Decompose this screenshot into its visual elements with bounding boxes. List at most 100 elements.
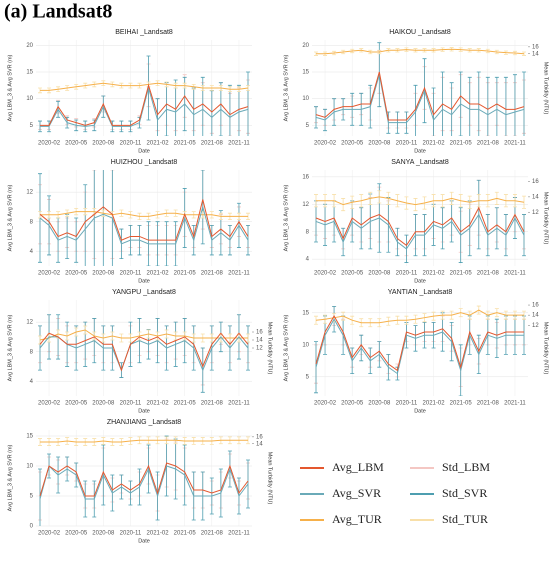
series-line: [315, 314, 524, 372]
plot-area: [38, 435, 250, 526]
y-axis-label: Avg LBM_3 & Avg SVR (m): [283, 54, 289, 121]
x-tick-label: 2020-05: [65, 141, 88, 147]
x-tick-label: 2020-05: [341, 141, 364, 147]
plot-area: [38, 55, 250, 136]
series-line: [315, 213, 525, 250]
x-axis-label: Date: [414, 278, 426, 284]
series-line: [315, 206, 525, 247]
series-line: [39, 199, 249, 241]
series-line: [315, 71, 525, 121]
y-tick-label: 12: [302, 202, 309, 208]
y-tick-label: 4: [30, 379, 34, 385]
x-tick-label: 2020-11: [120, 271, 142, 277]
y2-tick-label: 14: [256, 338, 263, 344]
x-axis-label: Date: [414, 408, 426, 414]
x-tick-label: 2021-05: [450, 271, 473, 277]
x-tick-label: 2020-11: [396, 141, 418, 147]
y-tick-label: 15: [26, 434, 33, 440]
x-tick-label: 2020-02: [38, 401, 61, 407]
y2-axis-label: Mean Turbidity (NTU): [543, 322, 549, 375]
legend-label: Std_LBM: [442, 460, 490, 474]
panel-title: BEIHAI _Landsat8: [115, 29, 173, 36]
legend-label: Avg_TUR: [332, 512, 382, 526]
y-tick-label: 5: [306, 374, 310, 380]
x-tick-label: 2021-08: [201, 531, 224, 537]
series-line: [39, 462, 249, 497]
series-line: [40, 86, 249, 127]
y-tick-label: 8: [306, 229, 310, 235]
x-tick-label: 2020-08: [92, 271, 115, 277]
y2-tick-label: 14: [532, 313, 539, 319]
x-tick-label: 2021-02: [147, 401, 170, 407]
series-line: [40, 82, 249, 91]
y2-tick-label: 12: [532, 210, 539, 216]
x-tick-label: 2021-02: [147, 531, 170, 537]
y-tick-label: 4: [306, 257, 310, 263]
plot-area: [38, 170, 250, 266]
x-tick-label: 2021-11: [504, 141, 526, 147]
figure-title: (a) Landsat8: [4, 1, 112, 23]
x-tick-label: 2020-08: [368, 271, 391, 277]
y-tick-label: 0: [30, 524, 34, 530]
y2-tick-label: 12: [256, 346, 263, 352]
y2-tick-label: 14: [532, 194, 539, 200]
x-tick-label: 2020-02: [314, 271, 337, 277]
panel-title: ZHANJIANG _Landsat8: [107, 419, 181, 426]
legend-label: Std_TUR: [442, 512, 488, 526]
error-bar: [522, 51, 526, 56]
series-line: [40, 439, 248, 443]
panel-title: SANYA _Landsat8: [391, 159, 449, 166]
panel-title: YANGPU _Landsat8: [112, 289, 176, 296]
y-tick-label: 8: [30, 219, 34, 225]
x-tick-label: 2020-11: [396, 271, 418, 277]
x-tick-label: 2020-11: [120, 531, 142, 537]
y2-tick-label: 12: [532, 323, 539, 329]
plot-area: [314, 179, 526, 263]
series-line: [39, 336, 249, 372]
x-tick-label: 2020-02: [38, 531, 61, 537]
y-axis-label: Avg LBM_3 & Avg SVR (m): [283, 184, 289, 251]
x-tick-label: 2020-02: [314, 401, 337, 407]
panel-title: HUIZHOU _Landsat8: [111, 159, 178, 166]
y-axis-label: Avg LBM_3 & Avg SVR (m): [7, 184, 13, 251]
y-tick-label: 16: [302, 174, 309, 180]
y-tick-label: 20: [26, 43, 33, 49]
y2-tick-label: 16: [256, 330, 263, 336]
series-line: [39, 332, 249, 372]
y-tick-label: 10: [302, 96, 309, 102]
x-tick-label: 2020-11: [396, 401, 418, 407]
legend-label: Avg_SVR: [332, 486, 381, 500]
y2-tick-label: 14: [256, 441, 263, 447]
x-tick-label: 2020-08: [92, 401, 115, 407]
y-tick-label: 20: [302, 43, 309, 49]
series-line: [39, 329, 248, 341]
y-axis-label: Avg LBM_3 & Avg SVR (m): [283, 314, 289, 381]
x-tick-label: 2020-08: [92, 141, 115, 147]
y2-tick-label: 14: [532, 51, 539, 57]
x-tick-label: 2021-08: [477, 271, 500, 277]
panel-title: HAIKOU _Landsat8: [389, 29, 451, 36]
x-tick-label: 2021-02: [147, 141, 170, 147]
y2-axis-label: Mean Turbidity (NTU): [267, 452, 273, 505]
series-line: [315, 74, 525, 124]
x-tick-label: 2021-11: [228, 401, 250, 407]
x-tick-label: 2021-05: [174, 271, 197, 277]
x-tick-label: 2021-02: [147, 271, 170, 277]
y-tick-label: 5: [30, 123, 34, 129]
plot-area: [314, 42, 526, 136]
error-bar: [246, 224, 250, 256]
x-tick-label: 2021-08: [201, 401, 224, 407]
y-tick-label: 4: [30, 249, 34, 255]
y-tick-label: 12: [26, 190, 33, 196]
x-tick-label: 2021-02: [423, 141, 446, 147]
series-line: [316, 48, 525, 55]
x-tick-label: 2020-05: [341, 401, 364, 407]
y-axis-label: Avg LBM_3 & Avg SVR (m): [7, 444, 13, 511]
series-line: [316, 196, 525, 206]
series-line: [39, 205, 249, 245]
series-line: [39, 465, 249, 500]
y2-tick-label: 16: [532, 303, 539, 309]
y2-axis-label: Mean Turbidity (NTU): [543, 62, 549, 115]
